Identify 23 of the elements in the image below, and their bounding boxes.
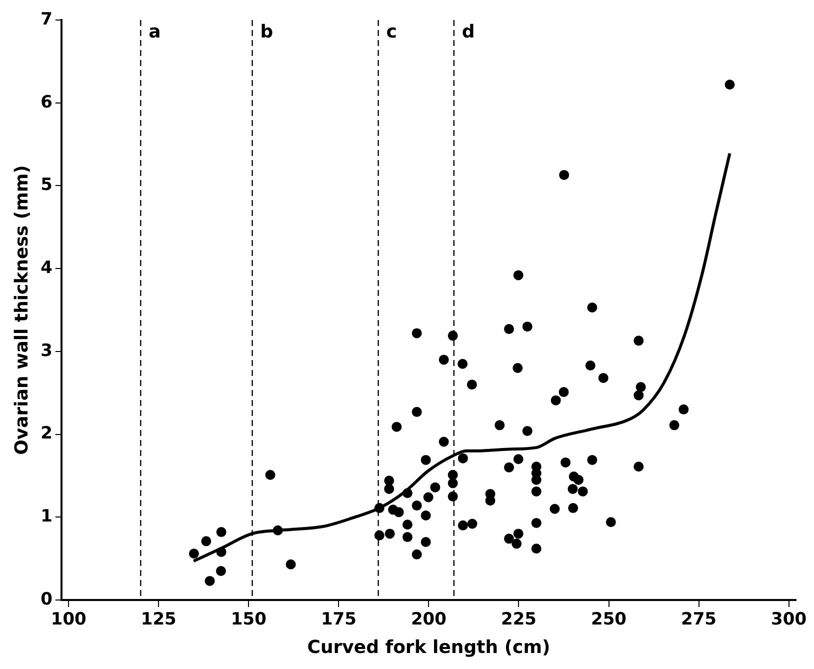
y-tick-label: 0 [40,589,53,610]
x-tick-label: 100 [50,610,87,630]
y-tick-label: 1 [40,506,52,527]
x-tick-label: 225 [500,610,536,630]
x-tick-label: 150 [230,610,267,630]
ref-line-label: a [148,22,161,43]
y-tick-label: 4 [40,258,53,278]
y-tick-label: 5 [40,175,52,196]
y-tick-label: 6 [40,92,52,112]
ref-line-label: c [386,22,397,43]
y-tick-label: 3 [40,340,52,361]
x-axis-title: Curved fork length (cm) [307,636,550,658]
y-tick-label: 7 [40,9,52,30]
ref-line-label: d [462,22,475,43]
x-tick-label: 275 [681,610,717,630]
x-tick-label: 200 [410,610,447,630]
x-tick-label: 300 [771,610,807,630]
x-tick-label: 125 [140,610,176,630]
x-tick-label: 175 [320,610,356,630]
y-tick-label: 2 [40,424,52,444]
x-tick-label: 250 [591,610,627,630]
ref-line-label: b [260,22,274,43]
y-axis-title: Ovarian wall thickness (mm) [11,165,32,455]
